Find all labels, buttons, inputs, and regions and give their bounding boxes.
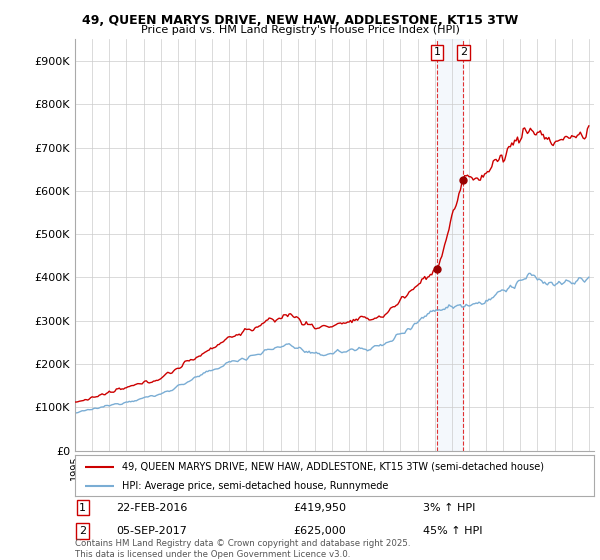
Text: 1: 1	[79, 503, 86, 512]
Point	[458, 175, 468, 184]
Text: Price paid vs. HM Land Registry's House Price Index (HPI): Price paid vs. HM Land Registry's House …	[140, 25, 460, 35]
Text: £625,000: £625,000	[293, 526, 346, 536]
Text: HPI: Average price, semi-detached house, Runnymede: HPI: Average price, semi-detached house,…	[122, 480, 388, 491]
Text: 22-FEB-2016: 22-FEB-2016	[116, 503, 188, 512]
Text: 2: 2	[79, 526, 86, 536]
Bar	[437, 39, 463, 451]
Text: 2: 2	[460, 48, 467, 58]
Text: Contains HM Land Registry data © Crown copyright and database right 2025.
This d: Contains HM Land Registry data © Crown c…	[75, 539, 410, 559]
Point	[432, 264, 442, 273]
Text: 45% ↑ HPI: 45% ↑ HPI	[423, 526, 482, 536]
Text: 49, QUEEN MARYS DRIVE, NEW HAW, ADDLESTONE, KT15 3TW: 49, QUEEN MARYS DRIVE, NEW HAW, ADDLESTO…	[82, 14, 518, 27]
Text: 3% ↑ HPI: 3% ↑ HPI	[423, 503, 475, 512]
Text: 49, QUEEN MARYS DRIVE, NEW HAW, ADDLESTONE, KT15 3TW (semi-detached house): 49, QUEEN MARYS DRIVE, NEW HAW, ADDLESTO…	[122, 461, 544, 472]
Text: 1: 1	[433, 48, 440, 58]
Text: £419,950: £419,950	[293, 503, 346, 512]
Text: 05-SEP-2017: 05-SEP-2017	[116, 526, 187, 536]
